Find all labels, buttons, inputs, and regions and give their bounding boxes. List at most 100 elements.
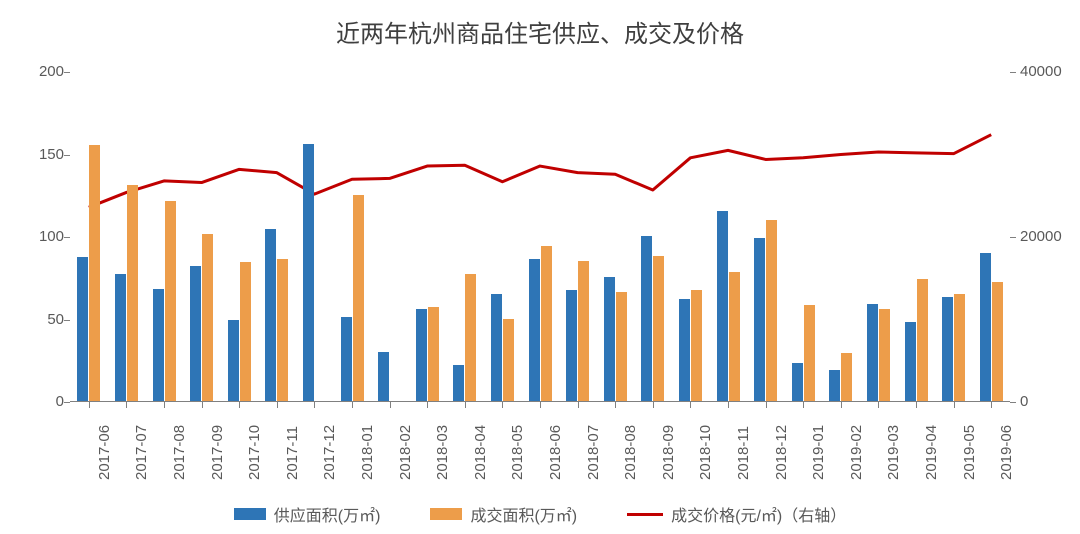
y-left-tickmark (64, 155, 70, 156)
y-left-tickmark (64, 72, 70, 73)
x-tickmark (239, 402, 240, 408)
x-tickmark (803, 402, 804, 408)
x-label: 2018-07 (585, 425, 602, 480)
chart-container: 近两年杭州商品住宅供应、成交及价格 2017-062017-072017-082… (0, 0, 1080, 534)
x-label: 2018-04 (472, 425, 489, 480)
bar-deal (917, 279, 928, 401)
y-right-tickmark (1010, 237, 1016, 238)
bar-supply (604, 277, 615, 401)
x-label: 2018-01 (359, 425, 376, 480)
x-tickmark (991, 402, 992, 408)
price-line (89, 135, 991, 208)
bar-supply (303, 144, 314, 401)
x-tickmark (878, 402, 879, 408)
legend-label-supply: 供应面积(万㎡) (274, 502, 381, 526)
bar-deal (428, 307, 439, 401)
x-label: 2018-03 (434, 425, 451, 480)
y-right-tickmark (1010, 72, 1016, 73)
y-right-label: 40000 (1020, 63, 1070, 80)
y-left-label: 150 (30, 146, 64, 163)
x-tickmark (766, 402, 767, 408)
y-right-tickmark (1010, 402, 1016, 403)
bar-supply (378, 352, 389, 402)
bar-supply (77, 257, 88, 401)
bar-deal (804, 305, 815, 401)
x-label: 2018-08 (622, 425, 639, 480)
x-tickmark (502, 402, 503, 408)
legend-swatch-price (627, 513, 663, 516)
bar-supply (341, 317, 352, 401)
x-label: 2017-12 (321, 425, 338, 480)
bar-deal (503, 319, 514, 402)
bar-deal (691, 290, 702, 401)
bar-deal (353, 195, 364, 401)
bar-deal (616, 292, 627, 401)
y-left-label: 50 (30, 311, 64, 328)
bar-deal (729, 272, 740, 401)
y-left-label: 0 (30, 393, 64, 410)
bar-supply (754, 238, 765, 401)
x-tickmark (164, 402, 165, 408)
bar-deal (578, 261, 589, 401)
bar-supply (942, 297, 953, 401)
x-tickmark (277, 402, 278, 408)
y-right-label: 20000 (1020, 228, 1070, 245)
bar-supply (416, 309, 427, 401)
x-label: 2019-05 (961, 425, 978, 480)
x-tickmark (390, 402, 391, 408)
x-tickmark (126, 402, 127, 408)
y-left-label: 200 (30, 63, 64, 80)
x-label: 2018-06 (547, 425, 564, 480)
bar-supply (566, 290, 577, 401)
bar-deal (89, 145, 100, 401)
chart-title: 近两年杭州商品住宅供应、成交及价格 (0, 14, 1080, 49)
bar-deal (165, 201, 176, 401)
y-right-label: 0 (1020, 393, 1070, 410)
bar-supply (115, 274, 126, 401)
bar-supply (980, 253, 991, 402)
x-tickmark (954, 402, 955, 408)
y-left-tickmark (64, 320, 70, 321)
x-label: 2019-01 (810, 425, 827, 480)
x-tickmark (202, 402, 203, 408)
x-tickmark (540, 402, 541, 408)
bar-deal (954, 294, 965, 401)
x-label: 2018-11 (735, 426, 752, 480)
bar-deal (240, 262, 251, 401)
bar-deal (202, 234, 213, 401)
legend-item-price: 成交价格(元/㎡)（右轴） (627, 502, 846, 526)
bar-supply (641, 236, 652, 401)
x-tickmark (89, 402, 90, 408)
bar-supply (829, 370, 840, 401)
x-tickmark (841, 402, 842, 408)
x-label: 2019-02 (848, 425, 865, 480)
bar-supply (153, 289, 164, 401)
bar-supply (190, 266, 201, 401)
bar-deal (766, 220, 777, 402)
y-left-tickmark (64, 237, 70, 238)
x-label: 2019-03 (885, 425, 902, 480)
x-tickmark (690, 402, 691, 408)
x-tickmark (314, 402, 315, 408)
bar-deal (541, 246, 552, 401)
legend: 供应面积(万㎡) 成交面积(万㎡) 成交价格(元/㎡)（右轴） (0, 502, 1080, 526)
legend-item-supply: 供应面积(万㎡) (234, 502, 381, 526)
x-label: 2017-10 (246, 425, 263, 480)
plot-area (70, 72, 1010, 402)
legend-label-deal: 成交面积(万㎡) (470, 502, 577, 526)
x-tickmark (916, 402, 917, 408)
legend-swatch-supply (234, 508, 266, 520)
x-label: 2017-09 (209, 425, 226, 480)
x-label: 2018-02 (397, 425, 414, 480)
bar-supply (453, 365, 464, 401)
x-label: 2017-06 (96, 425, 113, 480)
x-tickmark (465, 402, 466, 408)
bar-deal (879, 309, 890, 401)
bar-deal (653, 256, 664, 401)
x-tickmark (653, 402, 654, 408)
bar-supply (491, 294, 502, 401)
x-axis-labels: 2017-062017-072017-082017-092017-102017-… (70, 412, 1010, 492)
bar-supply (529, 259, 540, 401)
bar-supply (679, 299, 690, 401)
bar-supply (867, 304, 878, 401)
